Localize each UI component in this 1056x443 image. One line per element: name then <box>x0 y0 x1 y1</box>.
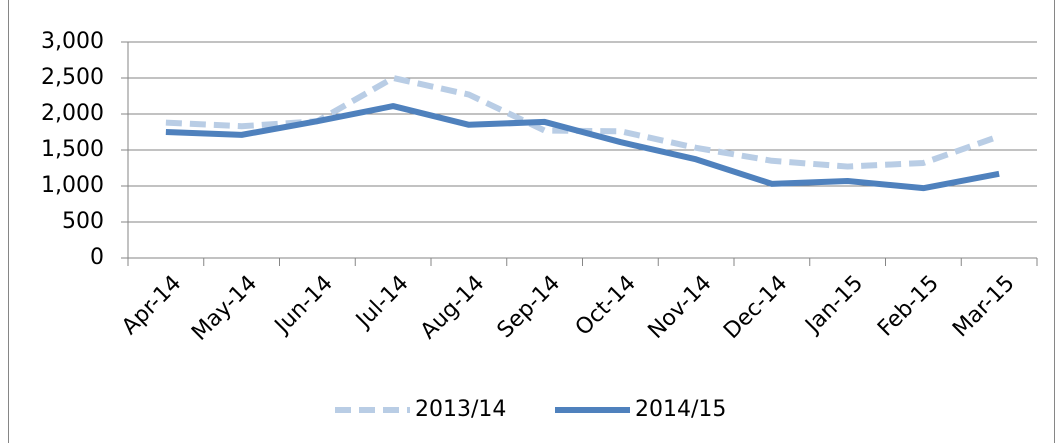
legend-label: 2013/14 <box>415 397 506 422</box>
y-tick-label: 2,000 <box>41 101 104 126</box>
y-tick-label: 3,000 <box>41 29 104 54</box>
y-tick-label: 0 <box>90 245 104 270</box>
y-tick-label: 1,500 <box>41 137 104 162</box>
legend-label: 2014/15 <box>635 397 726 422</box>
y-tick-label: 1,000 <box>41 173 104 198</box>
series-line <box>165 103 1000 192</box>
y-tick-label: 500 <box>62 209 104 234</box>
y-tick-label: 2,500 <box>41 65 104 90</box>
